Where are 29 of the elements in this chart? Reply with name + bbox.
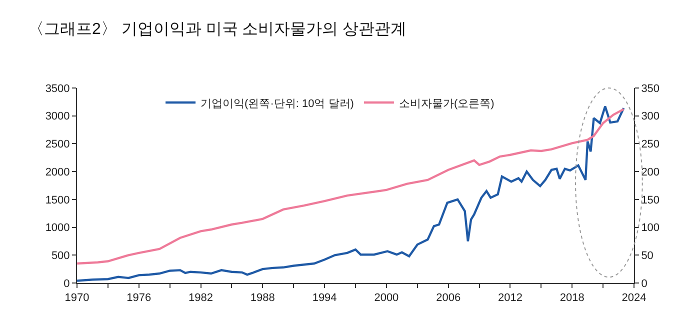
x-tick-label: 1976: [126, 292, 152, 304]
legend-label: 기업이익(왼쪽·단위: 10억 달러): [200, 98, 354, 110]
y-tick-label: 1000: [45, 222, 70, 234]
y-tick-label: 3500: [45, 82, 70, 95]
x-tick-label: 2024: [622, 292, 646, 304]
x-tick-label: 2006: [436, 292, 461, 304]
y2-tick-label: 350: [641, 82, 660, 95]
x-tick-label: 1988: [250, 292, 275, 304]
legend-label: 소비자물가(오른쪽): [398, 98, 494, 110]
y-tick-label: 0: [64, 278, 70, 290]
y2-tick-label: 200: [641, 166, 660, 178]
y-tick-label: 500: [51, 250, 70, 262]
x-tick-label: 1994: [312, 292, 337, 304]
x-tick-label: 2018: [560, 292, 584, 304]
x-tick-label: 2000: [374, 292, 399, 304]
y-tick-label: 1500: [45, 194, 70, 206]
y-tick-label: 3000: [45, 110, 70, 123]
y2-tick-label: 0: [641, 278, 648, 290]
y2-tick-label: 150: [641, 194, 660, 206]
y-tick-label: 2000: [45, 166, 70, 178]
y2-tick-label: 300: [641, 110, 660, 123]
y2-tick-label: 100: [641, 222, 660, 234]
y-tick-label: 2500: [45, 138, 70, 151]
x-tick-label: 2012: [498, 292, 522, 304]
y2-tick-label: 50: [641, 250, 654, 262]
x-tick-label: 1982: [188, 292, 214, 304]
y2-tick-label: 250: [641, 138, 660, 151]
x-tick-label: 1970: [64, 292, 90, 304]
chart-title: 〈그래프2〉 기업이익과 미국 소비자물가의 상관관계: [28, 20, 407, 38]
